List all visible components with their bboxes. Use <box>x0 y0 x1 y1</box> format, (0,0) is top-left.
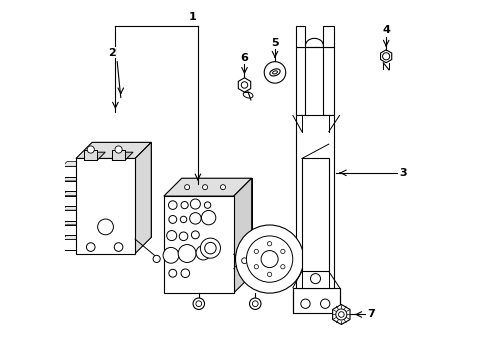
Circle shape <box>87 146 94 153</box>
Polygon shape <box>332 305 349 324</box>
Text: 2: 2 <box>108 48 116 58</box>
Circle shape <box>189 213 201 224</box>
Circle shape <box>320 299 329 309</box>
Polygon shape <box>76 158 135 253</box>
Polygon shape <box>62 205 81 210</box>
Circle shape <box>246 236 292 282</box>
Circle shape <box>267 242 271 246</box>
Circle shape <box>254 265 258 269</box>
Circle shape <box>115 146 122 153</box>
Text: 1: 1 <box>188 12 196 22</box>
Text: 6: 6 <box>240 53 248 63</box>
Circle shape <box>241 82 247 88</box>
Circle shape <box>86 243 95 251</box>
Circle shape <box>168 201 177 210</box>
Polygon shape <box>112 152 133 160</box>
Circle shape <box>168 216 176 224</box>
Polygon shape <box>323 47 333 116</box>
Circle shape <box>280 249 285 253</box>
Circle shape <box>261 251 278 267</box>
Polygon shape <box>182 178 251 275</box>
Circle shape <box>181 269 189 278</box>
Text: 7: 7 <box>366 310 374 319</box>
Circle shape <box>300 299 309 309</box>
Polygon shape <box>62 225 76 235</box>
Polygon shape <box>238 78 250 92</box>
Circle shape <box>179 232 187 240</box>
Polygon shape <box>296 26 333 47</box>
Circle shape <box>254 249 258 253</box>
Circle shape <box>196 246 210 260</box>
Polygon shape <box>62 195 76 206</box>
Circle shape <box>335 309 346 320</box>
Circle shape <box>310 274 320 284</box>
Circle shape <box>114 243 122 251</box>
Text: 3: 3 <box>398 168 406 178</box>
Polygon shape <box>135 142 151 253</box>
Polygon shape <box>62 176 81 181</box>
Circle shape <box>193 298 204 310</box>
Polygon shape <box>62 166 76 177</box>
Circle shape <box>241 258 247 264</box>
Circle shape <box>202 185 207 190</box>
Polygon shape <box>296 116 333 288</box>
Circle shape <box>153 255 160 262</box>
Circle shape <box>184 185 189 190</box>
Circle shape <box>204 242 216 254</box>
Circle shape <box>235 225 303 293</box>
Polygon shape <box>62 235 81 239</box>
Polygon shape <box>62 191 81 195</box>
Circle shape <box>191 231 199 239</box>
Circle shape <box>168 269 176 277</box>
Polygon shape <box>62 181 76 192</box>
Polygon shape <box>62 220 81 225</box>
Circle shape <box>196 301 201 307</box>
Polygon shape <box>292 288 339 313</box>
Circle shape <box>280 265 285 269</box>
Polygon shape <box>380 50 391 63</box>
Circle shape <box>267 272 271 276</box>
Circle shape <box>220 185 225 190</box>
Circle shape <box>264 62 285 83</box>
Text: 4: 4 <box>382 26 389 35</box>
Circle shape <box>98 219 113 235</box>
Polygon shape <box>112 149 125 160</box>
Ellipse shape <box>243 92 252 98</box>
Polygon shape <box>163 178 251 196</box>
Circle shape <box>338 312 344 317</box>
Text: 5: 5 <box>271 38 278 48</box>
Polygon shape <box>76 142 151 158</box>
Circle shape <box>178 244 196 262</box>
Polygon shape <box>163 196 233 293</box>
Circle shape <box>201 211 215 225</box>
Circle shape <box>252 301 258 307</box>
Polygon shape <box>62 161 81 166</box>
Polygon shape <box>62 210 76 221</box>
Circle shape <box>204 202 210 208</box>
Polygon shape <box>84 149 97 160</box>
Circle shape <box>200 238 220 258</box>
Circle shape <box>181 202 188 209</box>
Ellipse shape <box>269 69 280 76</box>
Circle shape <box>163 247 179 263</box>
Circle shape <box>190 199 200 209</box>
Polygon shape <box>233 178 251 293</box>
Polygon shape <box>301 158 328 271</box>
Circle shape <box>249 298 261 310</box>
Ellipse shape <box>272 71 277 74</box>
Polygon shape <box>92 142 151 237</box>
Polygon shape <box>84 152 105 160</box>
Circle shape <box>166 230 176 240</box>
Polygon shape <box>296 47 305 116</box>
Circle shape <box>180 216 186 223</box>
Polygon shape <box>62 239 76 250</box>
Circle shape <box>382 53 389 60</box>
